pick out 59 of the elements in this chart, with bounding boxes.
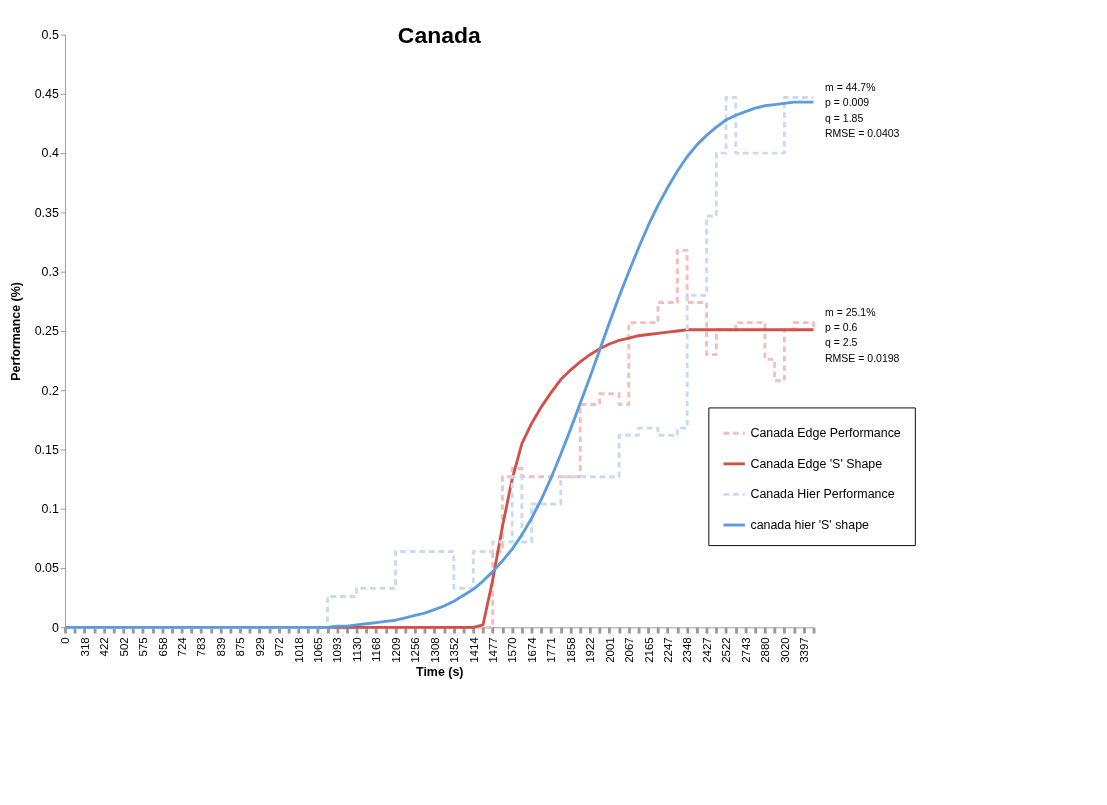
x-tick-label: 318 [78,637,91,657]
y-tick-label: 0.1 [41,502,59,517]
x-tick-label: 839 [214,637,227,657]
x-tick-label: 575 [137,637,150,657]
x-tick-label: 1771 [545,637,558,663]
x-tick-label: 502 [117,637,130,657]
x-tick-label: 1093 [331,637,344,663]
x-tick-label: 2001 [603,637,616,663]
x-tick-label: 1674 [525,636,538,663]
y-tick-label: 0.15 [34,442,59,457]
y-tick-label: 0.3 [41,265,59,279]
x-tick-label: 2880 [759,637,772,663]
x-tick-label: 1414 [467,636,480,663]
text: m = 25.1% p = 0.6 q = 2.5 RMSE = 0.0198 [824,305,900,364]
x-tick-label: 3020 [778,637,791,663]
x-tick-label: 1168 [370,637,383,663]
x-tick-label: 2348 [681,637,694,663]
legend-label: Canada Edge 'S' Shape [750,456,883,471]
x-tick-label: 929 [253,637,266,657]
y-tick-label: 0.45 [34,87,59,102]
x-tick-label: 2743 [739,637,752,663]
y-tick-label: 0.5 [41,27,59,42]
x-tick-label: 1477 [487,637,500,663]
x-tick-label: 2522 [720,637,733,663]
x-tick-label: 658 [156,637,169,657]
x-tick-label: 1256 [409,637,422,663]
x-tick-label: 2247 [662,637,675,663]
x-tick-label: 2067 [623,637,636,663]
x-tick-label: 783 [195,637,208,657]
x-axis-title: Time (s) [416,665,464,680]
x-tick-label: 422 [98,637,111,657]
x-tick-label: 1018 [292,637,305,663]
y-tick-label: 0.2 [41,383,59,398]
x-tick-label: 1570 [506,637,519,663]
text: m = 44.7% p = 0.009 q = 1.85 RMSE = 0.0403 [824,81,900,139]
legend-label: canada hier 'S' shape [750,517,870,532]
y-tick-label: 0.35 [34,205,59,220]
x-tick-label: 2165 [642,637,655,663]
x-tick-label: 972 [273,637,286,657]
y-tick-label: 0.4 [41,146,59,161]
y-tick-label: 0 [51,620,59,635]
x-tick-label: 724 [175,636,188,657]
x-tick-label: 1922 [584,637,597,663]
legend-label: Canada Edge Performance [750,426,901,441]
x-tick-label: 875 [234,637,247,657]
y-axis-title: Performance (%) [9,282,24,381]
y-tick-label: 0.25 [34,324,59,339]
x-tick-label: 1209 [389,637,402,663]
x-tick-label: 1352 [448,637,461,663]
chart-title: Canada [397,22,481,49]
legend-label: Canada Hier Performance [750,487,895,502]
x-tick-label: 1130 [350,637,363,663]
x-tick-label: 1308 [428,637,441,663]
x-tick-label: 0 [59,637,72,644]
x-tick-label: 1858 [564,637,577,663]
y-tick-label: 0.05 [34,561,59,576]
x-tick-label: 2427 [700,637,713,663]
x-tick-label: 1065 [312,637,325,663]
x-tick-label: 3397 [798,637,811,663]
